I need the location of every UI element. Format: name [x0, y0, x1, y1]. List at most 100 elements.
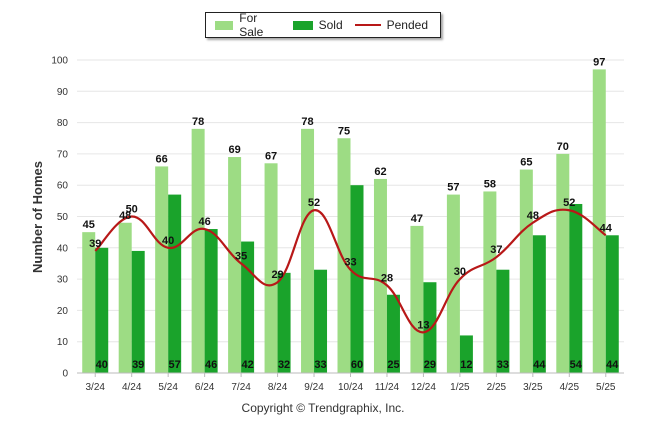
bar-sold — [459, 335, 473, 373]
data-label-pended: 40 — [162, 235, 174, 247]
data-label-for-sale: 69 — [228, 144, 240, 156]
data-label-pended: 33 — [344, 257, 356, 269]
bar-sold — [423, 282, 437, 373]
bar-sold — [496, 269, 510, 373]
data-label-pended: 13 — [417, 319, 429, 331]
data-label-sold: 32 — [278, 359, 290, 371]
legend-label-sold: Sold — [318, 18, 343, 32]
legend-item-for-sale: For Sale — [215, 11, 281, 39]
data-label-sold: 12 — [460, 359, 472, 371]
y-tick-label: 80 — [57, 118, 69, 129]
data-label-sold: 42 — [241, 359, 253, 371]
legend-swatch-for-sale — [215, 20, 234, 30]
y-tick-label: 90 — [57, 87, 69, 98]
data-label-sold: 54 — [570, 359, 583, 371]
data-label-for-sale: 78 — [192, 116, 204, 128]
data-label-sold: 44 — [606, 359, 619, 371]
y-axis-label: Number of Homes — [30, 161, 45, 273]
bar-for-sale — [264, 163, 278, 373]
data-label-for-sale: 66 — [156, 153, 168, 165]
y-tick-label: 10 — [57, 337, 69, 348]
data-label-pended: 29 — [271, 269, 283, 281]
bar-for-sale — [556, 153, 570, 373]
pended-line — [94, 208, 607, 334]
data-label-for-sale: 57 — [447, 182, 459, 194]
data-label-pended: 52 — [563, 197, 575, 209]
y-tick-label: 0 — [62, 369, 68, 380]
bar-sold — [386, 294, 400, 373]
data-label-sold: 33 — [497, 359, 509, 371]
x-tick-label: 5/24 — [158, 382, 178, 393]
bar-for-sale — [373, 178, 387, 373]
data-label-pended: 39 — [89, 238, 101, 250]
data-label-for-sale: 70 — [557, 141, 569, 153]
bar-for-sale — [446, 194, 460, 373]
bar-sold — [168, 194, 182, 373]
x-tick-label: 6/24 — [195, 382, 215, 393]
y-tick-label: 30 — [57, 275, 69, 286]
bar-for-sale — [191, 128, 205, 373]
data-label-pended: 30 — [454, 266, 466, 278]
bar-for-sale — [592, 69, 606, 373]
bar-for-sale — [519, 169, 533, 373]
data-label-for-sale: 78 — [301, 116, 313, 128]
x-tick-label: 7/24 — [231, 382, 251, 393]
data-label-for-sale: 48 — [119, 210, 131, 222]
copyright-text: Copyright © Trendgraphix, Inc. — [241, 401, 405, 415]
x-tick-label: 2/25 — [487, 382, 507, 393]
x-tick-label: 9/24 — [304, 382, 324, 393]
data-label-pended: 52 — [308, 197, 320, 209]
x-tick-label: 1/25 — [450, 382, 470, 393]
bar-sold — [532, 235, 546, 373]
y-tick-label: 70 — [57, 149, 69, 160]
x-tick-label: 4/25 — [560, 382, 580, 393]
data-label-for-sale: 67 — [265, 150, 277, 162]
legend-swatch-pended — [354, 24, 381, 26]
y-tick-label: 60 — [57, 181, 69, 192]
x-tick-label: 12/24 — [411, 382, 436, 393]
bar-sold — [131, 250, 145, 373]
data-label-sold: 57 — [169, 359, 181, 371]
data-label-for-sale: 47 — [411, 213, 423, 225]
bar-for-sale — [118, 222, 132, 373]
data-label-pended: 48 — [527, 210, 539, 222]
bars-layer — [82, 69, 619, 373]
data-label-pended: 44 — [600, 222, 613, 234]
x-tick-label: 5/25 — [596, 382, 616, 393]
y-tick-label: 50 — [57, 212, 69, 223]
bar-for-sale — [301, 128, 315, 373]
data-label-sold: 29 — [424, 359, 436, 371]
labels-layer: 45 40 48 39 66 57 78 46 69 42 67 32 78 33 75 60 62 25 47 29… — [83, 56, 620, 371]
legend-label-pended: Pended — [386, 18, 428, 32]
data-label-pended: 37 — [490, 244, 502, 256]
data-label-sold: 33 — [314, 359, 326, 371]
bar-sold — [350, 185, 364, 373]
bar-for-sale — [337, 138, 351, 373]
bar-for-sale — [410, 225, 424, 373]
x-tick-label: 3/25 — [523, 382, 543, 393]
bar-sold — [277, 272, 291, 373]
x-tick-label: 3/24 — [85, 382, 105, 393]
bar-for-sale — [82, 232, 96, 373]
data-label-for-sale: 65 — [520, 157, 532, 169]
bar-sold — [605, 235, 619, 373]
y-tick-label: 100 — [51, 56, 68, 67]
y-tick-label: 40 — [57, 243, 69, 254]
chart-legend: For Sale Sold Pended — [205, 11, 441, 39]
bar-sold — [241, 241, 255, 373]
data-label-for-sale: 45 — [83, 219, 95, 231]
bar-sold — [314, 269, 328, 373]
y-tick-label: 20 — [57, 306, 69, 317]
data-label-sold: 25 — [387, 359, 399, 371]
x-tick-label: 8/24 — [268, 382, 288, 393]
legend-swatch-sold — [292, 20, 313, 30]
legend-item-sold: Sold — [292, 18, 343, 32]
data-label-sold: 39 — [132, 359, 144, 371]
data-label-pended: 35 — [235, 250, 247, 262]
bar-for-sale — [155, 166, 169, 373]
data-label-for-sale: 97 — [593, 56, 605, 68]
data-label-for-sale: 75 — [338, 125, 350, 137]
data-label-pended: 46 — [199, 216, 211, 228]
